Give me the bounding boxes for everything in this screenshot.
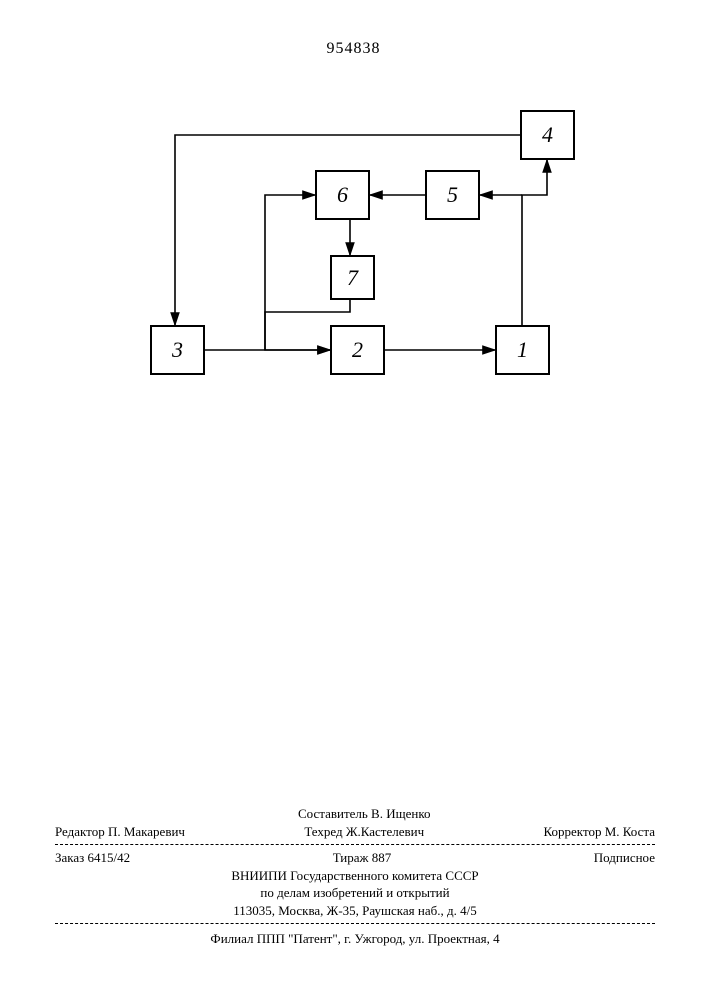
subscription: Подписное	[594, 849, 655, 867]
edge-n3-n6	[265, 195, 315, 350]
node-2: 2	[330, 325, 385, 375]
page: 954838 1 2 3 45 6 7 Редактор П. Макаревич Сос…	[0, 0, 707, 1000]
credits-block: Редактор П. Макаревич Составитель В. Ище…	[55, 805, 655, 948]
node-5: 5	[425, 170, 480, 220]
node-6: 6	[315, 170, 370, 220]
document-number: 954838	[0, 40, 707, 58]
divider	[55, 844, 655, 845]
address-line: 113035, Москва, Ж-35, Раушская наб., д. …	[55, 902, 655, 920]
block-diagram: 1 2 3 45 6 7	[90, 90, 610, 410]
edge-n1-n4	[522, 160, 547, 325]
branch-line: Филиал ППП "Патент", г. Ужгород, ул. Про…	[55, 930, 655, 948]
org-line-1: ВНИИПИ Государственного комитета СССР	[55, 867, 655, 885]
node-1: 1	[495, 325, 550, 375]
editor-credit: Редактор П. Макаревич	[55, 823, 185, 841]
node-4: 4	[520, 110, 575, 160]
compiler-credit: Составитель В. Ищенко	[298, 805, 431, 823]
corrector-credit: Корректор М. Коста	[544, 823, 655, 841]
org-line-2: по делам изобретений и открытий	[55, 884, 655, 902]
techred-credit: Техред Ж.Кастелевич	[298, 823, 431, 841]
divider	[55, 923, 655, 924]
print-run: Тираж 887	[333, 849, 392, 867]
order-number: Заказ 6415/42	[55, 849, 130, 867]
node-7: 7	[330, 255, 375, 300]
node-3: 3	[150, 325, 205, 375]
